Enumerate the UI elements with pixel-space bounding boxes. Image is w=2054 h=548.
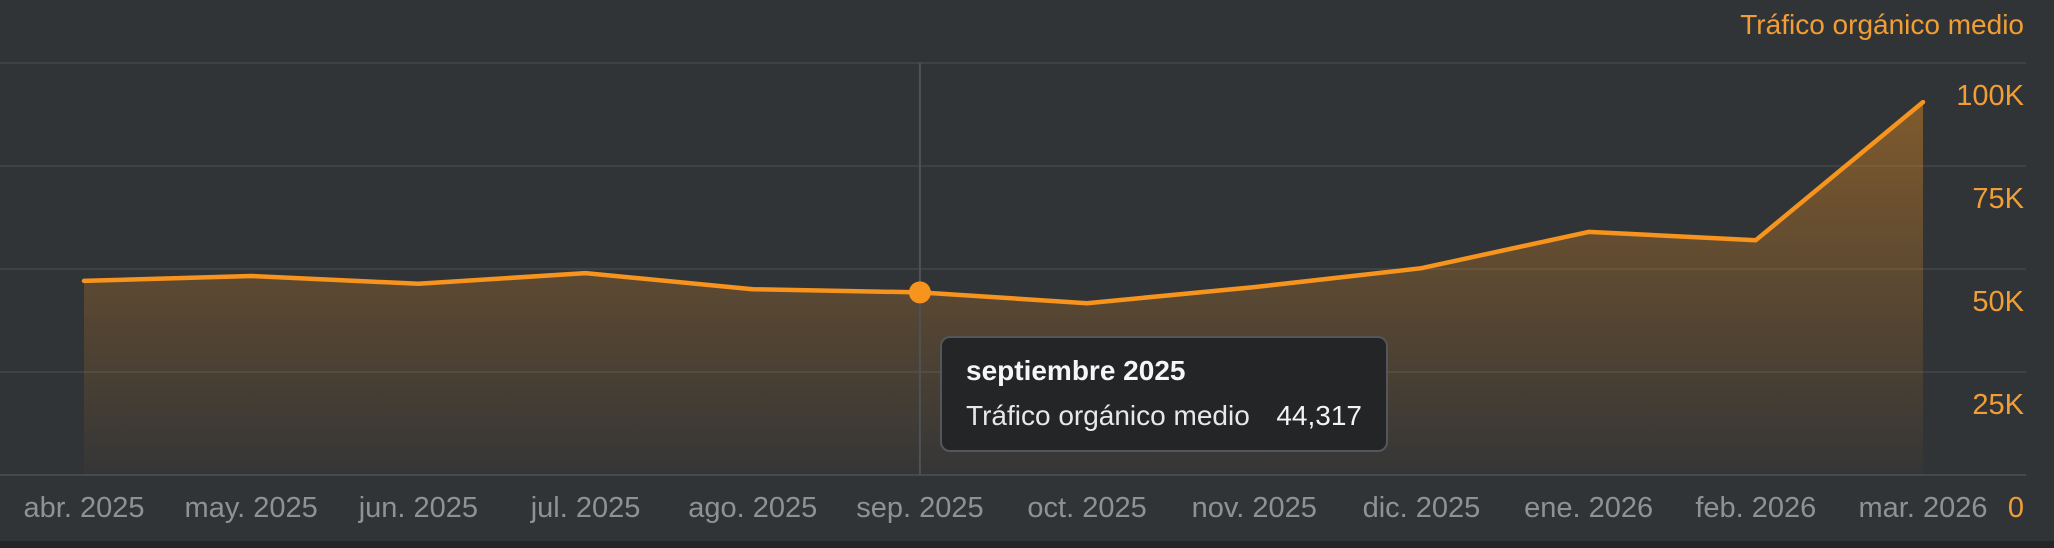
tooltip-metric-label: Tráfico orgánico medio bbox=[966, 400, 1250, 431]
tooltip-metric-value: 44,317 bbox=[1276, 400, 1362, 431]
x-axis-label: dic. 2025 bbox=[1363, 492, 1481, 524]
x-axis-label: jun. 2025 bbox=[358, 492, 478, 524]
y-axis-label: 100K bbox=[1956, 80, 2024, 112]
tooltip-month-title: septiembre 2025 bbox=[966, 355, 1186, 386]
x-axis-label: ene. 2026 bbox=[1524, 492, 1653, 524]
area-fill bbox=[84, 102, 1923, 475]
bottom-divider bbox=[0, 541, 2054, 548]
x-axis-label: sep. 2025 bbox=[856, 492, 983, 524]
x-axis-label: nov. 2025 bbox=[1192, 492, 1317, 524]
y-axis-label: 75K bbox=[1972, 183, 2024, 215]
series-legend-label: Tráfico orgánico medio bbox=[1740, 9, 2024, 40]
x-axis-label: ago. 2025 bbox=[688, 492, 817, 524]
x-axis-label: mar. 2026 bbox=[1858, 492, 1987, 524]
x-axis-label: feb. 2026 bbox=[1695, 492, 1816, 524]
tooltip-metric-row: Tráfico orgánico medio 44,317 bbox=[966, 400, 1362, 432]
chart-tooltip: septiembre 2025 Tráfico orgánico medio 4… bbox=[940, 336, 1388, 452]
y-axis-label: 25K bbox=[1972, 389, 2024, 421]
x-axis-label: may. 2025 bbox=[185, 492, 318, 524]
y-axis-label: 0 bbox=[2008, 492, 2024, 524]
x-axis-label: oct. 2025 bbox=[1027, 492, 1146, 524]
y-axis-label: 50K bbox=[1972, 286, 2024, 318]
x-axis-label: jul. 2025 bbox=[530, 492, 641, 524]
traffic-line bbox=[81, 99, 1926, 306]
x-axis-label: abr. 2025 bbox=[24, 492, 145, 524]
highlight-dot[interactable] bbox=[908, 281, 931, 304]
